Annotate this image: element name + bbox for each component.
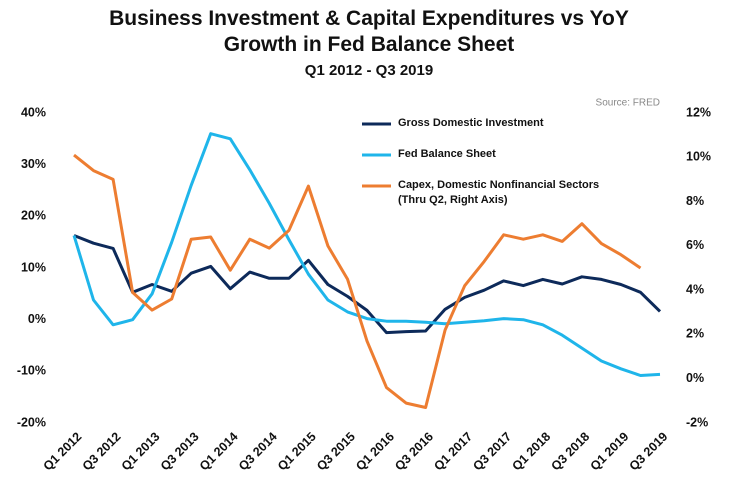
series-line bbox=[72, 132, 661, 377]
x-tick-label: Q1 2015 bbox=[275, 430, 319, 474]
y2-tick-label: 2% bbox=[686, 327, 704, 341]
x-tick-label: Q1 2016 bbox=[353, 430, 397, 474]
y-tick-label: 10% bbox=[21, 260, 46, 274]
x-tick-label: Q3 2017 bbox=[470, 430, 514, 474]
x-tick-label: Q1 2019 bbox=[588, 430, 632, 474]
y-tick-label: -20% bbox=[17, 415, 46, 429]
y2-tick-label: 0% bbox=[686, 371, 704, 385]
y-tick-label: 30% bbox=[21, 157, 46, 171]
legend-label: Fed Balance Sheet bbox=[398, 148, 496, 160]
y2-tick-label: 8% bbox=[686, 194, 704, 208]
y-tick-label: -10% bbox=[17, 364, 46, 378]
y2-tick-label: -2% bbox=[686, 415, 708, 429]
chart-subtitle: Q1 2012 - Q3 2019 bbox=[304, 62, 434, 79]
x-tick-label: Q1 2017 bbox=[431, 430, 475, 474]
x-tick-label: Q1 2012 bbox=[41, 430, 85, 474]
x-tick-label: Q3 2019 bbox=[627, 430, 671, 474]
title-block: Business Investment & Capital Expenditur… bbox=[0, 6, 738, 79]
x-tick-label: Q3 2012 bbox=[80, 430, 124, 474]
legend-label: Gross Domestic Investment bbox=[398, 117, 544, 129]
y2-tick-label: 12% bbox=[686, 105, 711, 119]
series-line bbox=[73, 153, 642, 409]
y2-tick-label: 10% bbox=[686, 150, 711, 164]
x-tick-label: Q1 2018 bbox=[509, 430, 553, 474]
x-tick-label: Q3 2015 bbox=[314, 430, 358, 474]
chart-title: Business Investment & Capital Expenditur… bbox=[109, 7, 629, 56]
x-tick-label: Q1 2014 bbox=[197, 430, 241, 474]
series-line bbox=[73, 234, 662, 335]
x-tick-label: Q1 2013 bbox=[119, 430, 163, 474]
x-tick-label: Q3 2013 bbox=[158, 430, 202, 474]
y-tick-label: 20% bbox=[21, 209, 46, 223]
x-tick-label: Q3 2016 bbox=[392, 430, 436, 474]
y-tick-label: 0% bbox=[28, 312, 46, 326]
y2-tick-label: 4% bbox=[686, 282, 704, 296]
source: Source: FRED bbox=[596, 98, 660, 109]
x-tick-label: Q3 2018 bbox=[549, 430, 593, 474]
x-tick-label: Q3 2014 bbox=[236, 430, 280, 474]
y-tick-label: 40% bbox=[21, 105, 46, 119]
y2-tick-label: 6% bbox=[686, 238, 704, 252]
legend-label: Capex, Domestic Nonfinancial Sectors (Th… bbox=[398, 179, 600, 206]
